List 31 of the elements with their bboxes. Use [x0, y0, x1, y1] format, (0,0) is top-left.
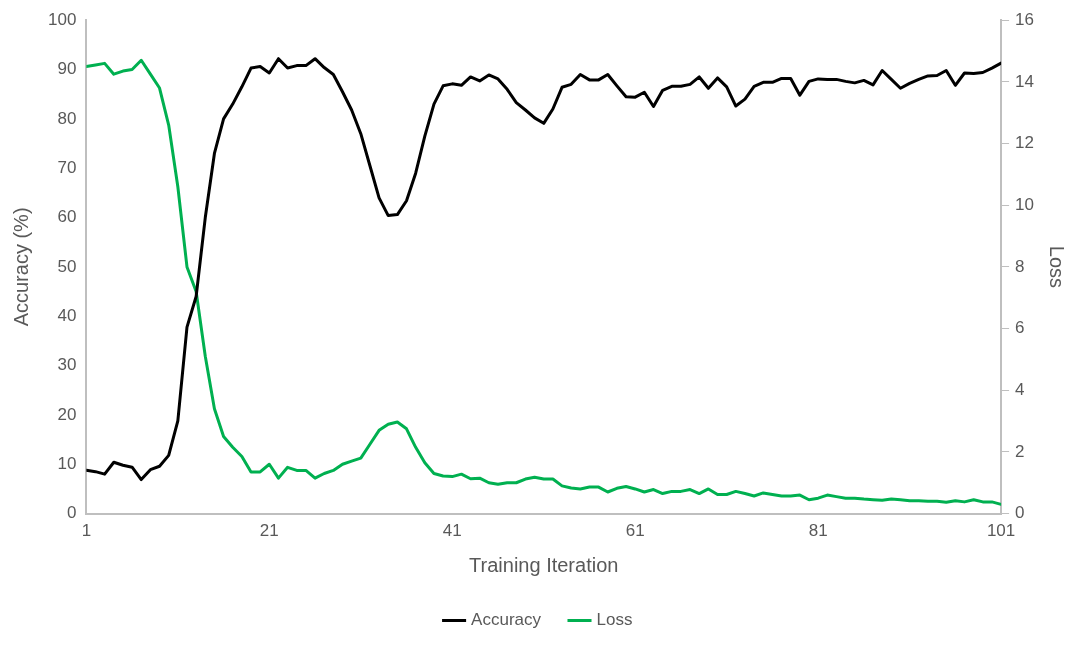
y2-tick-label: 0: [1015, 503, 1025, 523]
y-tick-label: 50: [57, 256, 77, 276]
legend-label: Loss: [596, 610, 633, 630]
y-tick-label: 100: [47, 9, 77, 29]
y-tick-label: 70: [57, 157, 77, 177]
y2-tick-label: 2: [1015, 441, 1025, 461]
x-tick-label: 41: [442, 521, 462, 541]
x-axis-title: Training Iteration: [469, 553, 619, 576]
x-tick-label: 101: [986, 521, 1016, 541]
x-tick-label: 21: [259, 521, 279, 541]
y2-tick-label: 10: [1015, 194, 1035, 214]
y2-tick-label: 16: [1015, 9, 1035, 29]
y-tick-label: 60: [57, 207, 77, 227]
y-tick-label: 30: [57, 355, 77, 375]
x-tick-label: 1: [81, 521, 92, 541]
y2-tick-label: 14: [1015, 71, 1035, 91]
y2-tick-label: 12: [1015, 133, 1035, 153]
y-axis-title: Accuracy (%): [9, 207, 32, 327]
y-tick-label: 40: [57, 305, 77, 325]
y-tick-label: 90: [57, 59, 77, 79]
y2-tick-label: 8: [1015, 256, 1025, 276]
y2-axis-title: Loss: [1046, 245, 1069, 289]
legend-label: Accuracy: [471, 610, 542, 630]
x-tick-label: 81: [808, 521, 828, 541]
y2-tick-label: 6: [1015, 318, 1025, 338]
x-tick-label: 61: [625, 521, 645, 541]
y-tick-label: 20: [57, 404, 77, 424]
y2-tick-label: 4: [1015, 379, 1025, 399]
y-tick-label: 80: [57, 108, 77, 128]
y-tick-label: 0: [66, 503, 77, 523]
y-tick-label: 10: [57, 453, 77, 473]
